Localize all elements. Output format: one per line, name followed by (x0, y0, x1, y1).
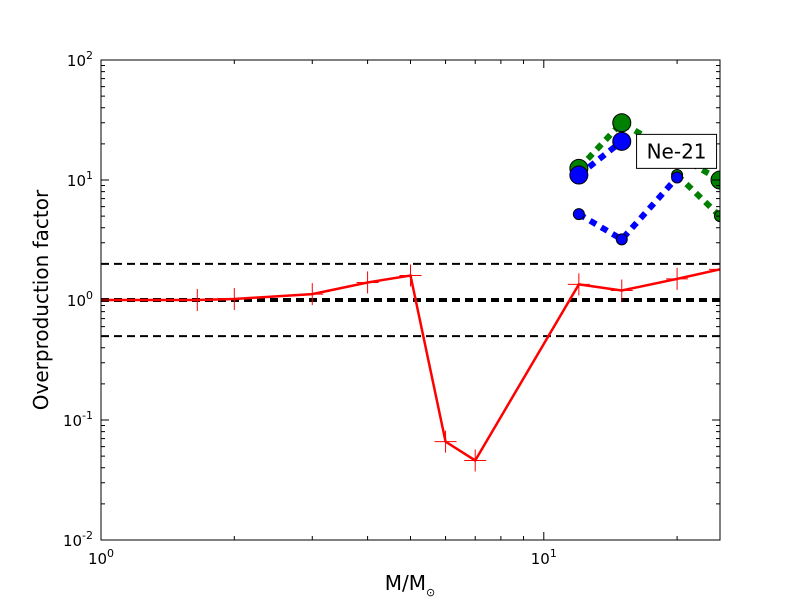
series-4-line (577, 175, 680, 244)
series-1-point-1 (612, 113, 632, 133)
annotation-text: Ne-21 (647, 139, 707, 163)
series-3-point-0 (569, 165, 589, 185)
y-tick-label-0: 10-2 (63, 529, 93, 550)
series-0-point-8 (567, 273, 590, 296)
series-2-line (675, 172, 720, 219)
series-0-point-11 (709, 258, 720, 281)
y-tick-label-2: 100 (67, 289, 93, 310)
series-0-point-4 (356, 271, 379, 294)
series-0-point-1 (186, 289, 209, 311)
series-0-point-2 (223, 287, 246, 310)
series-0-point-5 (399, 264, 422, 287)
series-0-point-9 (610, 279, 633, 302)
y-tick-label-4: 102 (67, 49, 93, 70)
series-4-point-1 (615, 233, 628, 246)
y-axis-title: Overproduction factor (29, 189, 53, 410)
series-0-point-3 (301, 283, 324, 306)
x-tick-label-0: 100 (88, 547, 114, 568)
y-tick-label-3: 101 (67, 169, 93, 190)
series-0-point-10 (666, 267, 689, 290)
series-4-point-0 (572, 208, 585, 221)
series-4-point-2 (671, 171, 684, 184)
annotation-box: Ne-21 (636, 133, 718, 169)
series-3-point-1 (612, 131, 632, 151)
x-tick-label-1: 101 (531, 547, 557, 568)
x-axis-title: M/M⊙ (385, 571, 435, 599)
y-tick-label-1: 10-1 (63, 409, 93, 430)
series-0-point-7 (464, 449, 487, 472)
series-0-point-6 (434, 430, 457, 453)
